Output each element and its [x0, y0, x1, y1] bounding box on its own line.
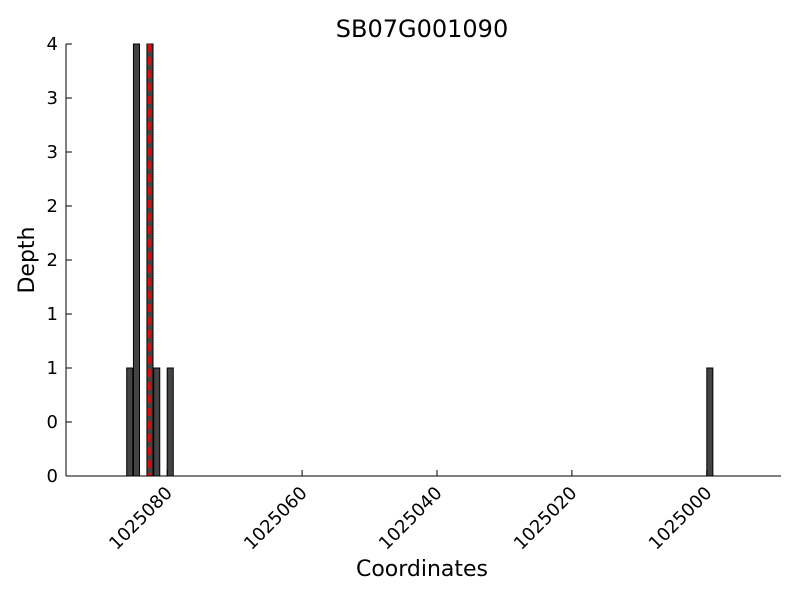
bar — [153, 367, 161, 477]
x-tick-label: 1025020 — [510, 483, 582, 555]
bar — [706, 367, 714, 477]
bar — [166, 367, 174, 477]
y-tick-label: 1 — [47, 358, 58, 379]
y-tick-label: 0 — [47, 466, 58, 487]
y-tick-label: 3 — [47, 88, 58, 109]
y-tick-label: 4 — [47, 34, 58, 55]
bar — [132, 43, 141, 477]
bar — [126, 367, 134, 477]
x-tick-label: 1025040 — [375, 483, 447, 555]
y-tick-label: 2 — [47, 250, 58, 271]
x-axis-label: Coordinates — [356, 557, 488, 582]
y-tick-label: 1 — [47, 304, 58, 325]
x-tick-label: 1025000 — [645, 483, 717, 555]
y-axis-label: Depth — [15, 226, 40, 293]
y-tick-label: 2 — [47, 196, 58, 217]
y-tick-label: 0 — [47, 412, 58, 433]
x-tick-label: 1025080 — [105, 483, 177, 555]
y-tick-label: 3 — [47, 142, 58, 163]
chart-title: SB07G001090 — [336, 15, 508, 43]
x-tick-label: 1025060 — [240, 483, 312, 555]
